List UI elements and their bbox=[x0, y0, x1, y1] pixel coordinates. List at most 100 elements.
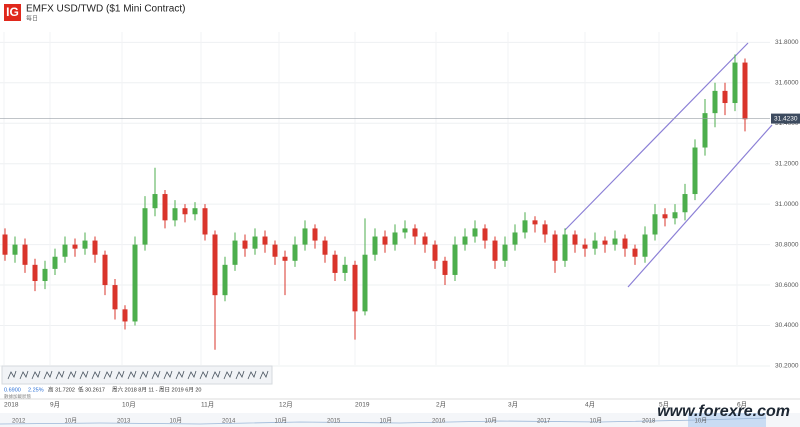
candle-body bbox=[82, 240, 88, 249]
y-tick-label: 31.2000 bbox=[775, 160, 799, 167]
candle-body bbox=[522, 220, 528, 233]
candle-body bbox=[122, 309, 128, 322]
candle-body bbox=[612, 238, 618, 245]
candle-body bbox=[292, 244, 298, 261]
candle-body bbox=[202, 208, 208, 235]
candle-body bbox=[512, 232, 518, 245]
candle-body bbox=[532, 220, 538, 225]
channel-lower bbox=[627, 124, 773, 288]
candle-body bbox=[682, 194, 688, 213]
tool-icon bbox=[139, 370, 149, 380]
y-tick-label: 30.6000 bbox=[775, 282, 799, 289]
tool-icon bbox=[55, 370, 65, 380]
candle-body bbox=[722, 90, 728, 104]
candle-body bbox=[342, 264, 348, 273]
candle-body bbox=[622, 238, 628, 249]
logo: IG bbox=[6, 5, 19, 19]
navigator-label: 10月 bbox=[65, 418, 78, 425]
navigator-selection bbox=[688, 413, 766, 427]
tool-icon bbox=[31, 370, 41, 380]
candle-body bbox=[372, 236, 378, 255]
candle-body bbox=[452, 244, 458, 275]
candle-body bbox=[392, 232, 398, 245]
y-tick-label: 31.6000 bbox=[775, 80, 799, 87]
y-tick-label: 30.4000 bbox=[775, 322, 799, 329]
navigator-label: 10月 bbox=[170, 418, 183, 425]
candle-body bbox=[382, 236, 388, 245]
candle-body bbox=[642, 234, 648, 257]
candle-body bbox=[212, 234, 218, 296]
candle-body bbox=[672, 212, 678, 219]
candle-body bbox=[42, 268, 48, 282]
navigator-label: 2016 bbox=[432, 419, 446, 425]
candle-body bbox=[322, 240, 328, 255]
candle-body bbox=[472, 228, 478, 237]
tool-icon bbox=[163, 370, 173, 380]
candle-body bbox=[542, 224, 548, 235]
x-tick-label: 2018 bbox=[4, 402, 19, 409]
candle-body bbox=[492, 240, 498, 261]
candle-body bbox=[502, 244, 508, 261]
info-change: 0.6900 bbox=[4, 387, 21, 393]
tool-icon bbox=[91, 370, 101, 380]
info-low: 低 30.2617 bbox=[78, 385, 105, 393]
x-tick-label: 10月 bbox=[122, 401, 136, 409]
candle-body bbox=[412, 228, 418, 237]
candle-body bbox=[602, 240, 608, 245]
chart-subtitle: 每日 bbox=[26, 15, 38, 23]
candle-body bbox=[432, 244, 438, 261]
candle-body bbox=[32, 264, 38, 282]
candle-body bbox=[482, 228, 488, 241]
candle-body bbox=[332, 254, 338, 273]
info-high: 高 31.7202 bbox=[48, 385, 75, 393]
tool-icon bbox=[175, 370, 185, 380]
info-change-pct: 2.25% bbox=[28, 387, 44, 393]
candle-body bbox=[422, 236, 428, 245]
candle-body bbox=[702, 113, 708, 148]
navigator-label: 10月 bbox=[380, 418, 393, 425]
tool-icon bbox=[115, 370, 125, 380]
x-tick-label: 9月 bbox=[50, 401, 60, 409]
candle-body bbox=[102, 254, 108, 286]
x-tick-label: 6月 bbox=[737, 401, 747, 409]
navigator-label: 2015 bbox=[327, 419, 341, 425]
navigator-line bbox=[0, 417, 767, 425]
navigator-label: 10月 bbox=[695, 418, 708, 425]
info-status: 數據加載狀態 bbox=[4, 393, 31, 400]
x-tick-label: 12月 bbox=[279, 401, 293, 409]
tool-icon bbox=[259, 370, 269, 380]
tool-icon bbox=[235, 370, 245, 380]
tool-icon bbox=[151, 370, 161, 380]
channel-upper bbox=[564, 42, 749, 231]
x-tick-label: 4月 bbox=[585, 401, 595, 409]
x-tick-label: 2019 bbox=[355, 402, 370, 409]
candle-body bbox=[302, 228, 308, 245]
candle-body bbox=[732, 62, 738, 104]
candle-body bbox=[742, 62, 748, 120]
y-tick-label: 30.8000 bbox=[775, 241, 799, 248]
candle-body bbox=[62, 244, 68, 257]
navigator-label: 2018 bbox=[642, 419, 656, 425]
tool-icon bbox=[19, 370, 29, 380]
y-tick-label: 31.8000 bbox=[775, 39, 799, 46]
tool-icon bbox=[103, 370, 113, 380]
tool-icon bbox=[67, 370, 77, 380]
tool-icon bbox=[199, 370, 209, 380]
candle-body bbox=[132, 244, 138, 322]
tool-icon bbox=[187, 370, 197, 380]
x-tick-label: 3月 bbox=[508, 401, 518, 409]
candle-body bbox=[262, 236, 268, 245]
candle-body bbox=[632, 248, 638, 257]
x-tick-label: 2月 bbox=[436, 401, 446, 409]
candle-body bbox=[172, 208, 178, 221]
candle-body bbox=[92, 240, 98, 255]
candle-body bbox=[652, 214, 658, 235]
x-tick-label: 5月 bbox=[659, 401, 669, 409]
tool-icon bbox=[79, 370, 89, 380]
candle-body bbox=[252, 236, 258, 249]
candle-body bbox=[402, 228, 408, 233]
navigator-label: 10月 bbox=[590, 418, 603, 425]
candle-body bbox=[282, 256, 288, 261]
tool-icon bbox=[223, 370, 233, 380]
